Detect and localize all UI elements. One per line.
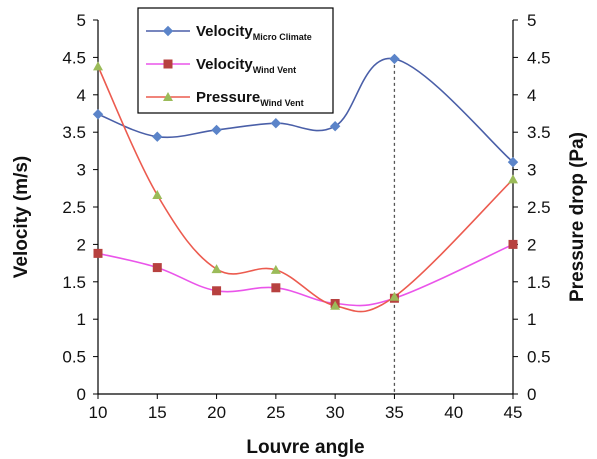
data-point-pressure-wind-vent xyxy=(330,300,341,310)
legend-label-pressure-wind-vent: PressureWind Vent xyxy=(196,89,304,108)
y-tick-label-right: 1 xyxy=(527,310,536,329)
legend-label-velocity-wind-vent: VelocityWind Vent xyxy=(196,56,296,75)
data-point-velocity-wind-vent xyxy=(93,248,103,258)
data-point-velocity-micro-climate xyxy=(389,53,400,65)
x-tick-label: 35 xyxy=(385,403,404,422)
y-tick-label-left: 1 xyxy=(77,310,86,329)
data-point-velocity-wind-vent xyxy=(271,283,281,293)
legend-label-subscript: Micro Climate xyxy=(253,32,312,42)
x-tick-label: 30 xyxy=(326,403,345,422)
data-point-velocity-micro-climate xyxy=(270,118,282,129)
y-tick-label-left: 0 xyxy=(77,385,86,404)
y-tick-label-right: 5 xyxy=(527,11,536,30)
y-tick-label-left: 1.5 xyxy=(62,273,86,292)
y-tick-label-right: 1.5 xyxy=(527,273,551,292)
data-point-velocity-micro-climate xyxy=(152,131,163,142)
y-tick-label-left: 2 xyxy=(77,235,86,254)
series-markers xyxy=(92,53,519,310)
y-tick-label-left: 3.5 xyxy=(62,123,86,142)
legend-label-main: Pressure xyxy=(196,89,260,106)
y-axis-title-right: Pressure drop (Pa) xyxy=(567,132,588,302)
legend-label-main: Velocity xyxy=(196,23,253,40)
legend-label-main: Velocity xyxy=(196,56,253,73)
y-tick-label-right: 0 xyxy=(527,385,536,404)
series-line-velocity-wind-vent xyxy=(97,243,514,307)
data-point-velocity-wind-vent xyxy=(212,286,222,296)
data-point-pressure-wind-vent xyxy=(389,291,400,301)
y-axis-title-left: Velocity (m/s) xyxy=(11,156,32,279)
x-tick-label: 15 xyxy=(148,403,167,422)
x-tick-label: 25 xyxy=(266,403,285,422)
y-tick-label-right: 2 xyxy=(527,235,536,254)
axes: 0 0 0.5 0.5 1 1 1.5 1.5 2 2 2.5 2.5 3 3 3.5 3.5 4 4 4.5 4.5… xyxy=(62,11,550,422)
data-point-pressure-wind-vent xyxy=(270,264,281,274)
legend-marker-velocity-wind-vent xyxy=(163,59,173,69)
legend-label-subscript: Wind Vent xyxy=(260,98,303,108)
y-tick-label-right: 4.5 xyxy=(527,48,551,67)
data-point-velocity-micro-climate xyxy=(92,109,104,120)
y-tick-label-left: 2.5 xyxy=(62,198,86,217)
x-tick-label: 40 xyxy=(444,403,463,422)
y-tick-label-right: 3.5 xyxy=(527,123,551,142)
data-point-pressure-wind-vent xyxy=(152,190,163,200)
y-tick-label-right: 0.5 xyxy=(527,348,551,367)
y-tick-label-left: 0.5 xyxy=(62,348,86,367)
data-point-velocity-wind-vent xyxy=(152,263,162,273)
data-point-velocity-micro-climate xyxy=(507,156,519,168)
x-tick-label: 10 xyxy=(89,403,108,422)
y-tick-label-right: 4 xyxy=(527,86,536,105)
legend-label-velocity-micro-climate: VelocityMicro Climate xyxy=(196,23,312,42)
y-tick-label-left: 5 xyxy=(77,11,86,30)
data-point-pressure-wind-vent xyxy=(93,61,103,71)
legend-label-subscript: Wind Vent xyxy=(253,65,296,75)
legend-marker-pressure-wind-vent xyxy=(163,92,173,101)
y-tick-label-right: 2.5 xyxy=(527,198,551,217)
data-point-pressure-wind-vent xyxy=(211,264,222,274)
data-point-velocity-micro-climate xyxy=(329,121,341,132)
legend-marker-velocity-micro-climate xyxy=(162,25,174,37)
y-tick-label-left: 4.5 xyxy=(62,48,86,67)
y-tick-label-left: 3 xyxy=(77,161,86,180)
data-point-pressure-wind-vent xyxy=(508,174,518,184)
x-axis-title: Louvre angle xyxy=(246,437,364,458)
y-tick-label-left: 4 xyxy=(77,86,86,105)
data-point-velocity-micro-climate xyxy=(211,124,222,136)
y-tick-label-right: 3 xyxy=(527,161,536,180)
x-tick-label: 20 xyxy=(207,403,226,422)
data-point-velocity-wind-vent xyxy=(508,239,518,249)
x-tick-label: 45 xyxy=(504,403,523,422)
